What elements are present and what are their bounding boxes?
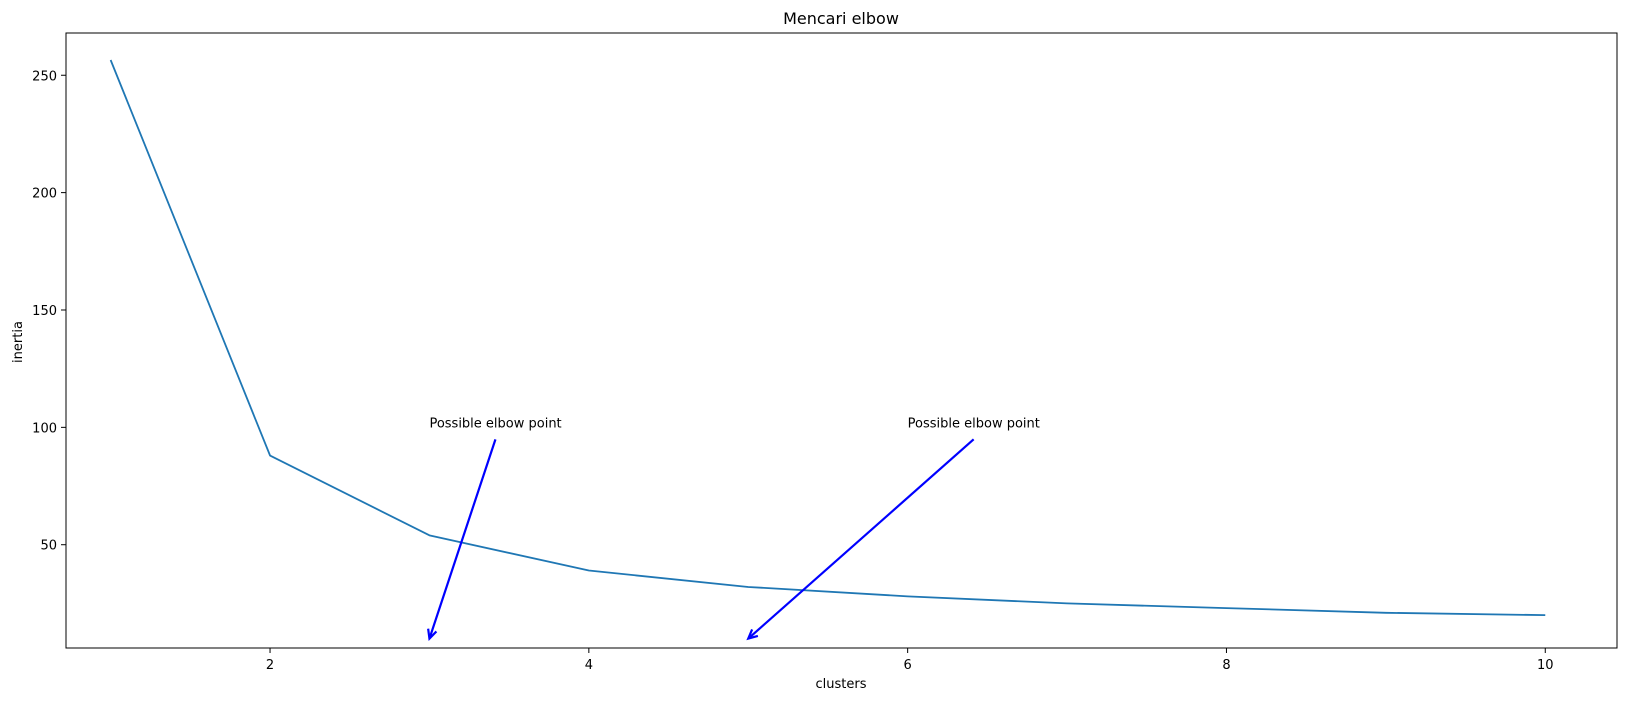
- annotation-arrow-shaft: [428, 439, 497, 639]
- x-tick-label: 6: [904, 658, 912, 673]
- x-tick-label: 10: [1537, 658, 1554, 673]
- annotation-arrow-head: [427, 628, 438, 642]
- y-tick-label: 200: [32, 187, 57, 202]
- annotation-label: Possible elbow point: [908, 416, 1040, 431]
- y-tick-label: 250: [32, 69, 57, 84]
- x-tick-label: 8: [1222, 658, 1230, 673]
- series-line: [109, 59, 1546, 617]
- x-tick-label: 2: [266, 658, 274, 673]
- y-tick-label: 150: [32, 304, 57, 319]
- y-tick-label: 100: [32, 421, 57, 436]
- chart-title: Mencari elbow: [783, 9, 899, 28]
- annotation-arrow-head: [746, 628, 759, 641]
- x-tick-label: 4: [585, 658, 593, 673]
- x-axis-label: clusters: [816, 677, 867, 692]
- annotation-label: Possible elbow point: [429, 416, 561, 431]
- y-axis-label: inertia: [11, 321, 26, 363]
- axes-frame: [65, 32, 1618, 649]
- y-tick-label: 50: [40, 539, 57, 554]
- annotation-arrow-shaft: [747, 438, 975, 640]
- plot-area: 2 4 6 8 10 50 100 150 200 250 Possible elbow point…: [32, 32, 1618, 673]
